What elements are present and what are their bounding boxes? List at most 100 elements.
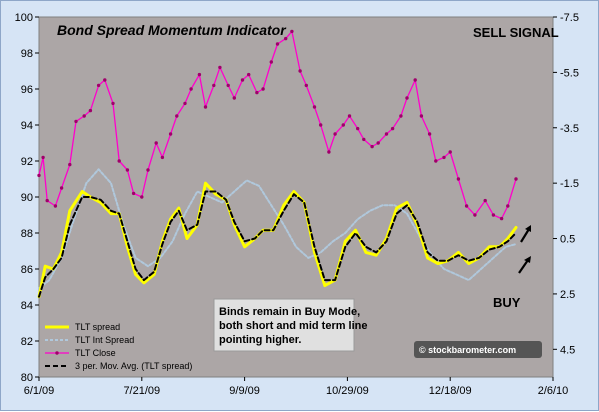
series-line-3-per-mov-avg-tlt-spread [38, 190, 517, 298]
data-point [347, 114, 352, 118]
data-point [140, 195, 144, 199]
legend-label: TLT Close [75, 348, 116, 358]
data-point [456, 177, 461, 181]
y-right-tick-label: 2.5 [560, 289, 575, 301]
watermark: © stockbarometer.com [414, 341, 542, 358]
legend: TLT spread TLT Int Spread TLT Close 3 per. … [45, 322, 192, 371]
data-point [319, 123, 323, 127]
data-point [275, 42, 280, 46]
data-point [160, 155, 165, 160]
data-point [356, 126, 360, 131]
data-point [203, 105, 208, 109]
legend-label: TLT spread [75, 322, 120, 332]
note-line-2: both short and mid term line [219, 320, 368, 332]
y-right-tick-label: -7.5 [560, 12, 579, 24]
note-box: Binds remain in Buy Mode, both short and… [213, 298, 368, 352]
x-tick-label: 2/6/10 [538, 385, 569, 397]
y-right-tick-label: 0.5 [560, 234, 575, 246]
buy-label: BUY [493, 295, 521, 310]
x-tick-label: 10/29/09 [326, 385, 369, 397]
data-point [362, 137, 366, 142]
y-right-tick-label: 4.5 [560, 344, 575, 356]
data-point [376, 141, 380, 145]
data-point [405, 96, 409, 100]
data-point [464, 204, 469, 208]
data-point [74, 119, 78, 124]
data-point [175, 114, 179, 118]
y-left-tick-label: 98 [21, 48, 33, 60]
data-point [212, 83, 216, 88]
data-point [232, 96, 236, 100]
data-point [483, 198, 487, 203]
data-point [312, 105, 317, 109]
x-axis-ticks: 6/1/09 7/21/09 9/9/09 10/29/09 12/18/09 2/6/1… [24, 377, 569, 397]
data-point [399, 114, 403, 118]
arrow-up-right-icon [520, 225, 531, 243]
data-point [226, 83, 230, 88]
data-point [427, 132, 432, 136]
chart-title: Bond Spread Momentum Indicator [57, 22, 287, 38]
y-left-tick-label: 90 [21, 192, 33, 204]
legend-label: 3 per. Mov. Avg. (TLT spread) [75, 361, 192, 371]
data-point [53, 204, 58, 208]
y-right-tick-label: -1.5 [560, 178, 579, 190]
data-point [88, 108, 93, 113]
note-line-1: Binds remain in Buy Mode, [219, 306, 360, 318]
y-left-tick-label: 84 [21, 300, 33, 312]
data-point [290, 29, 294, 34]
data-point [111, 101, 115, 106]
data-point [125, 168, 130, 172]
series-line-tlt-spread [37, 181, 518, 299]
data-point [117, 159, 121, 163]
data-point [37, 173, 41, 178]
note-line-3: pointing higher. [219, 334, 302, 346]
y-left-tick-label: 82 [21, 336, 33, 348]
data-point [327, 150, 331, 154]
data-point [59, 186, 64, 190]
data-point [499, 216, 504, 221]
data-point [45, 198, 49, 203]
y-right-tick-label: -3.5 [560, 123, 579, 135]
data-point [413, 78, 417, 82]
y-left-tick-label: 100 [15, 12, 33, 24]
data-point [146, 168, 150, 172]
legend-marker [55, 351, 59, 355]
data-point [96, 83, 101, 88]
data-point [183, 101, 187, 106]
y-right-tick-label: -5.5 [560, 67, 579, 79]
data-point [41, 155, 45, 160]
sell-signal-label: SELL SIGNAL [473, 25, 559, 40]
data-point [82, 114, 86, 118]
x-tick-label: 6/1/09 [24, 385, 55, 397]
data-point [168, 132, 173, 136]
data-point [261, 87, 265, 91]
x-tick-label: 9/9/09 [229, 385, 260, 397]
y-left-tick-label: 96 [21, 84, 33, 96]
data-point [131, 191, 136, 196]
data-point [255, 90, 259, 95]
data-point [473, 213, 477, 217]
y-left-axis-ticks: 80 82 84 86 88 90 92 94 96 98 100 [15, 12, 39, 384]
x-tick-label: 7/21/09 [123, 385, 160, 397]
data-point [442, 155, 446, 160]
y-left-tick-label: 94 [21, 120, 33, 132]
data-point [341, 123, 345, 127]
data-point [333, 132, 337, 136]
data-point [218, 65, 222, 70]
data-point [103, 78, 107, 82]
arrow-up-right-icon [518, 256, 531, 274]
y-left-tick-label: 88 [21, 228, 33, 240]
data-point [154, 141, 158, 145]
data-point [284, 36, 288, 41]
y-left-tick-label: 86 [21, 264, 33, 276]
data-point [304, 83, 308, 88]
data-point [390, 126, 395, 131]
data-point [269, 60, 273, 64]
data-point [419, 114, 424, 118]
data-point [506, 204, 510, 208]
y-left-tick-label: 80 [21, 372, 33, 384]
data-point [434, 159, 438, 163]
data-point [240, 78, 245, 82]
